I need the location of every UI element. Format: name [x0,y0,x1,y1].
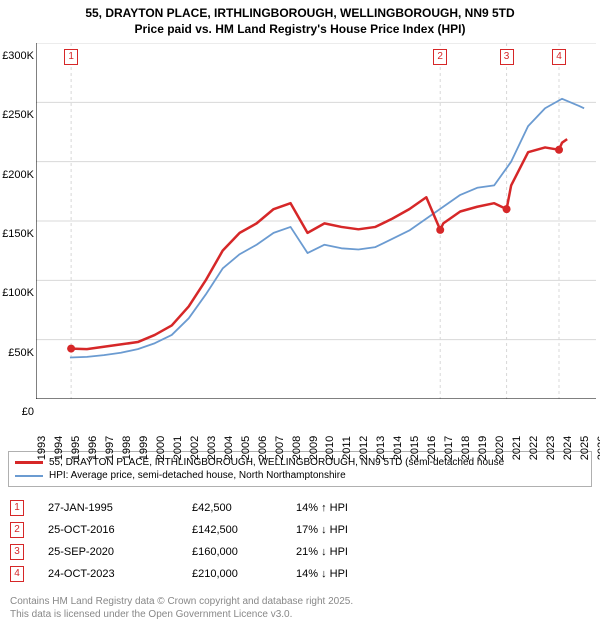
title-line2: Price paid vs. HM Land Registry's House … [10,22,590,38]
sale-row-marker: 1 [10,500,24,516]
x-tick-label: 2000 [155,436,167,460]
x-tick-label: 2005 [240,436,252,460]
x-tick-label: 1998 [121,436,133,460]
x-tick-label: 2018 [460,436,472,460]
chart-title: 55, DRAYTON PLACE, IRTHLINGBOROUGH, WELL… [0,0,600,39]
x-tick-label: 2015 [409,436,421,460]
x-axis: 1993199419951996199719981999200020012002… [36,418,596,452]
sale-date: 25-OCT-2016 [48,524,168,536]
title-line1: 55, DRAYTON PLACE, IRTHLINGBOROUGH, WELL… [10,6,590,22]
sale-marker: 3 [500,49,514,65]
legend-swatch [15,461,43,464]
x-tick-label: 2024 [562,436,574,460]
x-tick-label: 2002 [189,436,201,460]
x-tick-label: 2017 [443,436,455,460]
y-tick-label: £300K [2,50,34,62]
y-tick-label: £100K [2,287,34,299]
sale-row: 1 27-JAN-1995 £42,500 14% ↑ HPI [10,497,590,519]
footer-line2: This data is licensed under the Open Gov… [10,608,590,621]
x-tick-label: 1996 [87,436,99,460]
chart-plot-area: 1 2 3 4 [36,43,596,399]
x-tick-label: 2012 [358,436,370,460]
x-tick-label: 2010 [324,436,336,460]
x-tick-label: 1995 [70,436,82,460]
y-tick-label: £200K [2,169,34,181]
sale-row: 2 25-OCT-2016 £142,500 17% ↓ HPI [10,519,590,541]
chart-svg [36,43,596,399]
x-tick-label: 2020 [494,436,506,460]
y-tick-label: £0 [22,406,34,418]
x-tick-label: 2003 [206,436,218,460]
sale-price: £210,000 [192,568,272,580]
x-tick-label: 1997 [104,436,116,460]
sale-marker: 1 [64,49,78,65]
x-tick-label: 2008 [291,436,303,460]
x-tick-label: 1994 [53,436,65,460]
sale-price: £42,500 [192,502,272,514]
sale-row-marker: 4 [10,566,24,582]
x-tick-label: 2014 [392,436,404,460]
x-tick-label: 2025 [579,436,591,460]
sale-delta: 14% ↓ HPI [296,568,416,580]
footer-line1: Contains HM Land Registry data © Crown c… [10,595,590,608]
y-tick-label: £150K [2,228,34,240]
x-tick-label: 1999 [138,436,150,460]
x-tick-label: 2019 [477,436,489,460]
sale-row-marker: 2 [10,522,24,538]
legend-item: HPI: Average price, semi-detached house,… [15,469,585,482]
x-tick-label: 2004 [223,436,235,460]
x-tick-label: 2016 [426,436,438,460]
sale-delta: 14% ↑ HPI [296,502,416,514]
y-tick-label: £50K [8,347,34,359]
x-tick-label: 2001 [172,436,184,460]
x-tick-label: 2006 [257,436,269,460]
sales-table: 1 27-JAN-1995 £42,500 14% ↑ HPI 2 25-OCT-2016… [10,497,590,585]
x-tick-label: 2011 [341,436,353,460]
sale-row-marker: 3 [10,544,24,560]
sale-date: 25-SEP-2020 [48,546,168,558]
sale-marker: 2 [433,49,447,65]
sale-row: 3 25-SEP-2020 £160,000 21% ↓ HPI [10,541,590,563]
x-tick-label: 2023 [545,436,557,460]
x-tick-label: 2007 [274,436,286,460]
x-tick-label: 2021 [511,436,523,460]
sale-price: £142,500 [192,524,272,536]
footer-attribution: Contains HM Land Registry data © Crown c… [10,595,590,621]
x-tick-label: 1993 [36,436,48,460]
x-tick-label: 2022 [528,436,540,460]
sale-delta: 17% ↓ HPI [296,524,416,536]
x-tick-label: 2009 [308,436,320,460]
legend-label: HPI: Average price, semi-detached house,… [49,470,346,481]
sale-delta: 21% ↓ HPI [296,546,416,558]
sale-price: £160,000 [192,546,272,558]
sale-date: 27-JAN-1995 [48,502,168,514]
y-axis: £0£50K£100K£150K£200K£250K£300K [0,56,36,412]
x-tick-label: 2013 [375,436,387,460]
x-tick-label: 2026 [596,436,600,460]
sale-row: 4 24-OCT-2023 £210,000 14% ↓ HPI [10,563,590,585]
sale-date: 24-OCT-2023 [48,568,168,580]
y-tick-label: £250K [2,109,34,121]
sale-marker: 4 [552,49,566,65]
legend-swatch [15,475,43,477]
